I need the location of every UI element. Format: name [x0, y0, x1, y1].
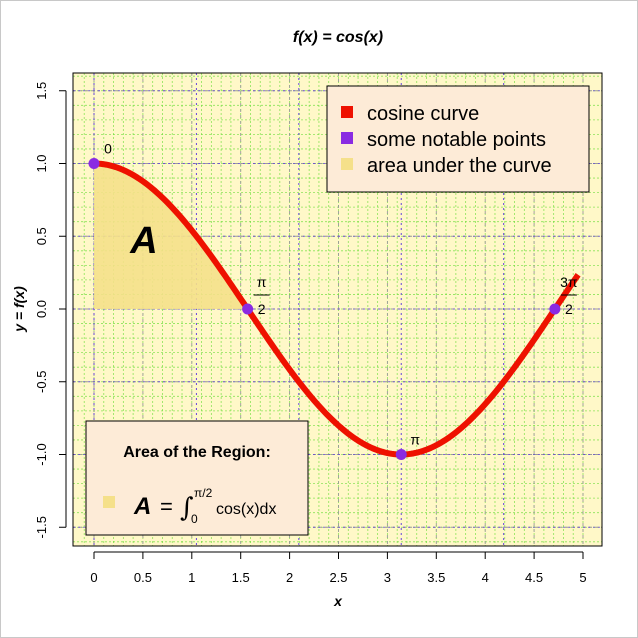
legend-swatch-area [341, 158, 353, 170]
legend-label-points: some notable points [367, 129, 546, 151]
legend-box [326, 85, 590, 193]
integrand: cos(x)dx [216, 501, 276, 518]
x-tick-label: 4.5 [525, 570, 543, 585]
x-tick-label: 4 [482, 570, 489, 585]
point-label-numerator: 3π [560, 274, 578, 290]
point-label-denominator: 2 [565, 301, 573, 317]
integral-lower-limit: 0 [191, 512, 198, 526]
x-tick-label: 2.5 [329, 570, 347, 585]
notable-point [549, 303, 561, 315]
notable-point [242, 303, 254, 315]
area-box-background [85, 420, 309, 536]
grid [73, 73, 602, 546]
integral-upper-limit: π/2 [194, 486, 213, 500]
area-box-swatch [103, 496, 115, 508]
notable-point [395, 449, 407, 460]
integral-sign: ∫ [180, 493, 194, 523]
x-axis-label: x [333, 593, 343, 609]
y-tick-label: 1.5 [34, 82, 49, 100]
x-tick-label: 1.5 [232, 570, 250, 585]
curve-layer [93, 160, 581, 458]
y-axis-label: y = f(x) [11, 286, 27, 333]
x-tick-label: 0.5 [134, 570, 152, 585]
x-tick-label: 1 [188, 570, 195, 585]
point-label-numerator: π [257, 274, 267, 290]
point-label: π [410, 432, 420, 448]
point-label-denominator: 2 [258, 301, 266, 317]
x-tick-label: 3.5 [427, 570, 445, 585]
shaded-area [94, 163, 248, 310]
title-lhs: f(x) = cos(x) [293, 29, 383, 46]
y-tick-label: 0.0 [34, 300, 49, 318]
area-formula-box: Area of the Region: A = ∫ π/2 0 cos(x)dx [85, 420, 309, 536]
area-box-symbol: A [133, 493, 151, 520]
legend-swatch-curve [341, 106, 353, 118]
x-tick-label: 2 [286, 570, 293, 585]
legend-swatch-points [341, 132, 353, 144]
notable-point [88, 158, 100, 169]
legend-label-area: area under the curve [367, 155, 552, 177]
point-label: 0 [104, 141, 112, 157]
x-tick-label: 0 [90, 570, 97, 585]
points-layer: 0 π 2 π 3π 2 [88, 141, 578, 460]
legend-label-curve: cosine curve [367, 103, 479, 125]
y-axis: -1.5 -1.0 -0.5 0.0 0.5 1.0 1.5 [34, 82, 67, 538]
area-label: A [129, 220, 157, 262]
cosine-curve-line [93, 160, 581, 458]
shaded-area-layer [94, 163, 248, 310]
y-tick-label: -1.0 [34, 443, 49, 465]
x-axis: 0 0.5 1 1.5 2 2.5 3 3.5 4 4.5 5 [90, 551, 587, 585]
chart-title: f(x) = cos(x) [293, 29, 383, 46]
y-tick-label: 0.5 [34, 227, 49, 245]
y-tick-label: -1.5 [34, 516, 49, 538]
area-box-equals: = [160, 494, 173, 519]
area-box-title: Area of the Region: [123, 444, 271, 461]
y-tick-label: -0.5 [34, 371, 49, 393]
legend: cosine curve some notable points area un… [326, 85, 590, 193]
x-tick-label: 5 [579, 570, 586, 585]
plot-border [72, 72, 603, 547]
x-tick-label: 3 [384, 570, 391, 585]
y-tick-label: 1.0 [34, 154, 49, 172]
